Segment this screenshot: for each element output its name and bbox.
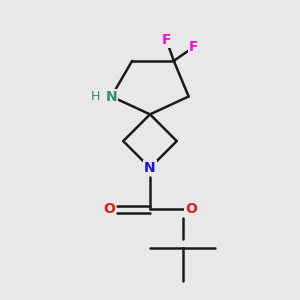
Text: F: F — [162, 33, 171, 47]
Text: N: N — [106, 89, 117, 103]
Text: O: O — [185, 202, 197, 216]
Text: N: N — [144, 161, 156, 175]
Text: F: F — [188, 40, 198, 55]
Text: O: O — [103, 202, 115, 216]
Text: H: H — [91, 90, 101, 103]
